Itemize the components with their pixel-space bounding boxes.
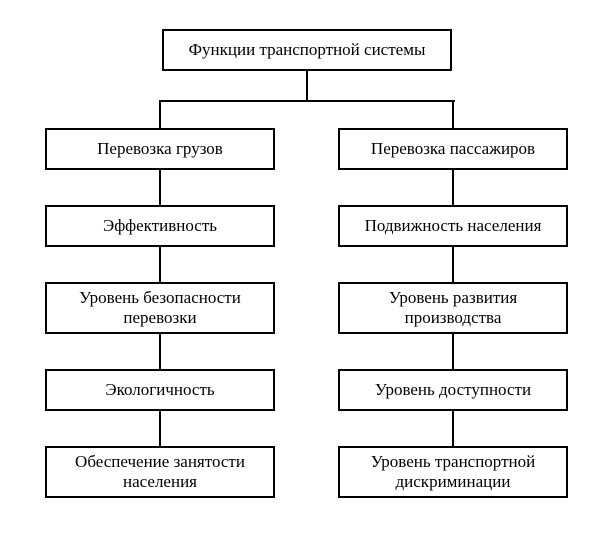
node-r3: Уровень развития производства — [338, 282, 568, 334]
node-r3-label: Уровень развития производства — [348, 288, 558, 329]
node-l2-label: Эффективность — [103, 216, 217, 236]
node-l5-label: Обеспечение занятости населения — [55, 452, 265, 493]
connector-r1-r2 — [452, 170, 454, 205]
node-r4: Уровень доступности — [338, 369, 568, 411]
node-r5-label: Уровень транспортной дискриминации — [348, 452, 558, 493]
node-l4: Экологичность — [45, 369, 275, 411]
connector-r4-r5 — [452, 411, 454, 446]
connector-l4-l5 — [159, 411, 161, 446]
connector-root-down — [306, 71, 308, 100]
node-l1: Перевозка грузов — [45, 128, 275, 170]
node-r2-label: Подвижность населения — [365, 216, 542, 236]
node-r5: Уровень транспортной дискриминации — [338, 446, 568, 498]
node-root: Функции транспортной системы — [162, 29, 452, 71]
connector-l1-l2 — [159, 170, 161, 205]
node-r2: Подвижность населения — [338, 205, 568, 247]
node-root-label: Функции транспортной системы — [189, 40, 426, 60]
node-l3: Уровень безопасности перевозки — [45, 282, 275, 334]
node-l1-label: Перевозка грузов — [97, 139, 223, 159]
connector-l3-l4 — [159, 334, 161, 369]
connector-branch-right-drop — [452, 100, 454, 128]
connector-r3-r4 — [452, 334, 454, 369]
connector-r2-r3 — [452, 247, 454, 282]
node-r4-label: Уровень доступности — [375, 380, 531, 400]
connector-branch-left-drop — [159, 100, 161, 128]
connector-l2-l3 — [159, 247, 161, 282]
node-r1: Перевозка пассажиров — [338, 128, 568, 170]
node-l2: Эффективность — [45, 205, 275, 247]
node-r1-label: Перевозка пассажиров — [371, 139, 535, 159]
node-l5: Обеспечение занятости населения — [45, 446, 275, 498]
node-l4-label: Экологичность — [105, 380, 214, 400]
node-l3-label: Уровень безопасности перевозки — [55, 288, 265, 329]
connector-branch-horizontal — [159, 100, 455, 102]
